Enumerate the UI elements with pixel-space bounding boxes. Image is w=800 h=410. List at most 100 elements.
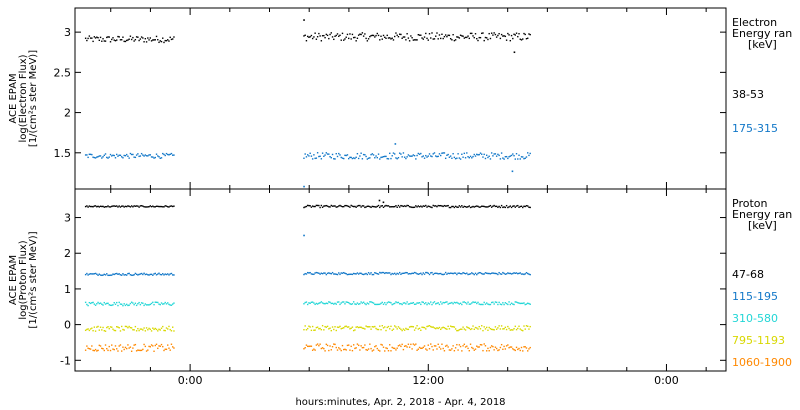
data-point [153, 39, 155, 41]
data-point [522, 329, 524, 332]
data-point [492, 345, 494, 348]
data-point [453, 156, 456, 159]
data-point [527, 205, 529, 207]
data-point [446, 205, 448, 207]
data-point [500, 273, 503, 275]
data-point [153, 157, 155, 159]
data-point [326, 34, 329, 37]
data-point [99, 302, 102, 304]
data-point [488, 205, 490, 207]
data-point [338, 326, 340, 329]
data-point [117, 326, 119, 328]
data-point [125, 325, 128, 328]
data-point [364, 33, 366, 35]
data-point [447, 204, 449, 207]
data-point [173, 154, 175, 156]
data-point [112, 37, 114, 39]
data-point [469, 155, 472, 158]
y-tick-label: 2.5 [54, 66, 72, 79]
data-point [91, 273, 93, 275]
data-point [416, 206, 418, 208]
data-point [412, 343, 415, 345]
data-point [389, 301, 391, 304]
data-point [356, 343, 359, 345]
data-point [474, 272, 477, 275]
data-point [144, 273, 147, 276]
data-point [114, 303, 117, 306]
data-point [430, 206, 432, 208]
data-point [325, 302, 328, 304]
data-point [473, 328, 475, 331]
data-point [385, 204, 387, 207]
data-point [107, 326, 109, 328]
data-point [423, 273, 426, 275]
data-point [394, 302, 396, 305]
data-point [137, 36, 139, 38]
data-point [513, 51, 516, 54]
data-point [509, 272, 512, 275]
data-point [408, 272, 411, 275]
data-point [420, 347, 422, 349]
data-point [507, 344, 509, 346]
data-point [309, 302, 311, 304]
data-point [354, 36, 356, 39]
data-point [379, 206, 381, 209]
data-point [377, 34, 380, 37]
data-point [303, 329, 305, 331]
data-point [155, 274, 158, 276]
data-point [130, 327, 133, 329]
data-point [123, 303, 125, 305]
data-point [412, 206, 415, 209]
data-point [99, 345, 102, 347]
data-point [87, 347, 89, 349]
data-point [107, 349, 109, 352]
data-point [157, 301, 159, 304]
data-point [163, 153, 165, 156]
data-point [349, 273, 351, 275]
data-point [381, 205, 383, 207]
data-point [369, 35, 371, 38]
data-point [124, 154, 127, 157]
data-point [108, 206, 110, 208]
data-point [458, 329, 461, 331]
data-point [387, 158, 390, 160]
data-point [169, 349, 171, 351]
data-point [479, 272, 482, 274]
data-point [372, 302, 375, 304]
data-point [120, 205, 123, 207]
data-point [172, 38, 174, 40]
data-point [343, 348, 345, 351]
data-point [490, 272, 493, 274]
data-point [346, 301, 349, 303]
data-point [443, 35, 446, 38]
data-point [87, 156, 89, 159]
data-point [92, 349, 94, 352]
data-point [385, 303, 387, 306]
data-point [369, 326, 371, 328]
data-point [360, 326, 362, 329]
data-point [149, 303, 152, 306]
data-point [484, 206, 487, 208]
data-point [155, 328, 158, 331]
data-point [439, 328, 442, 331]
data-point [485, 154, 488, 156]
data-point [422, 155, 424, 157]
data-point [417, 302, 420, 304]
data-point [497, 206, 499, 209]
data-point [405, 39, 407, 41]
data-point [389, 152, 391, 155]
data-point [476, 302, 478, 305]
data-point [398, 327, 401, 329]
data-point [508, 301, 510, 303]
data-point [482, 273, 484, 275]
data-point [349, 349, 351, 351]
data-point [333, 158, 335, 160]
data-point [336, 349, 339, 351]
data-point [92, 301, 94, 304]
data-point [504, 156, 507, 158]
data-point [439, 204, 442, 207]
data-point [505, 302, 508, 305]
data-point [101, 40, 103, 42]
data-point [385, 37, 387, 39]
data-point [514, 349, 516, 352]
